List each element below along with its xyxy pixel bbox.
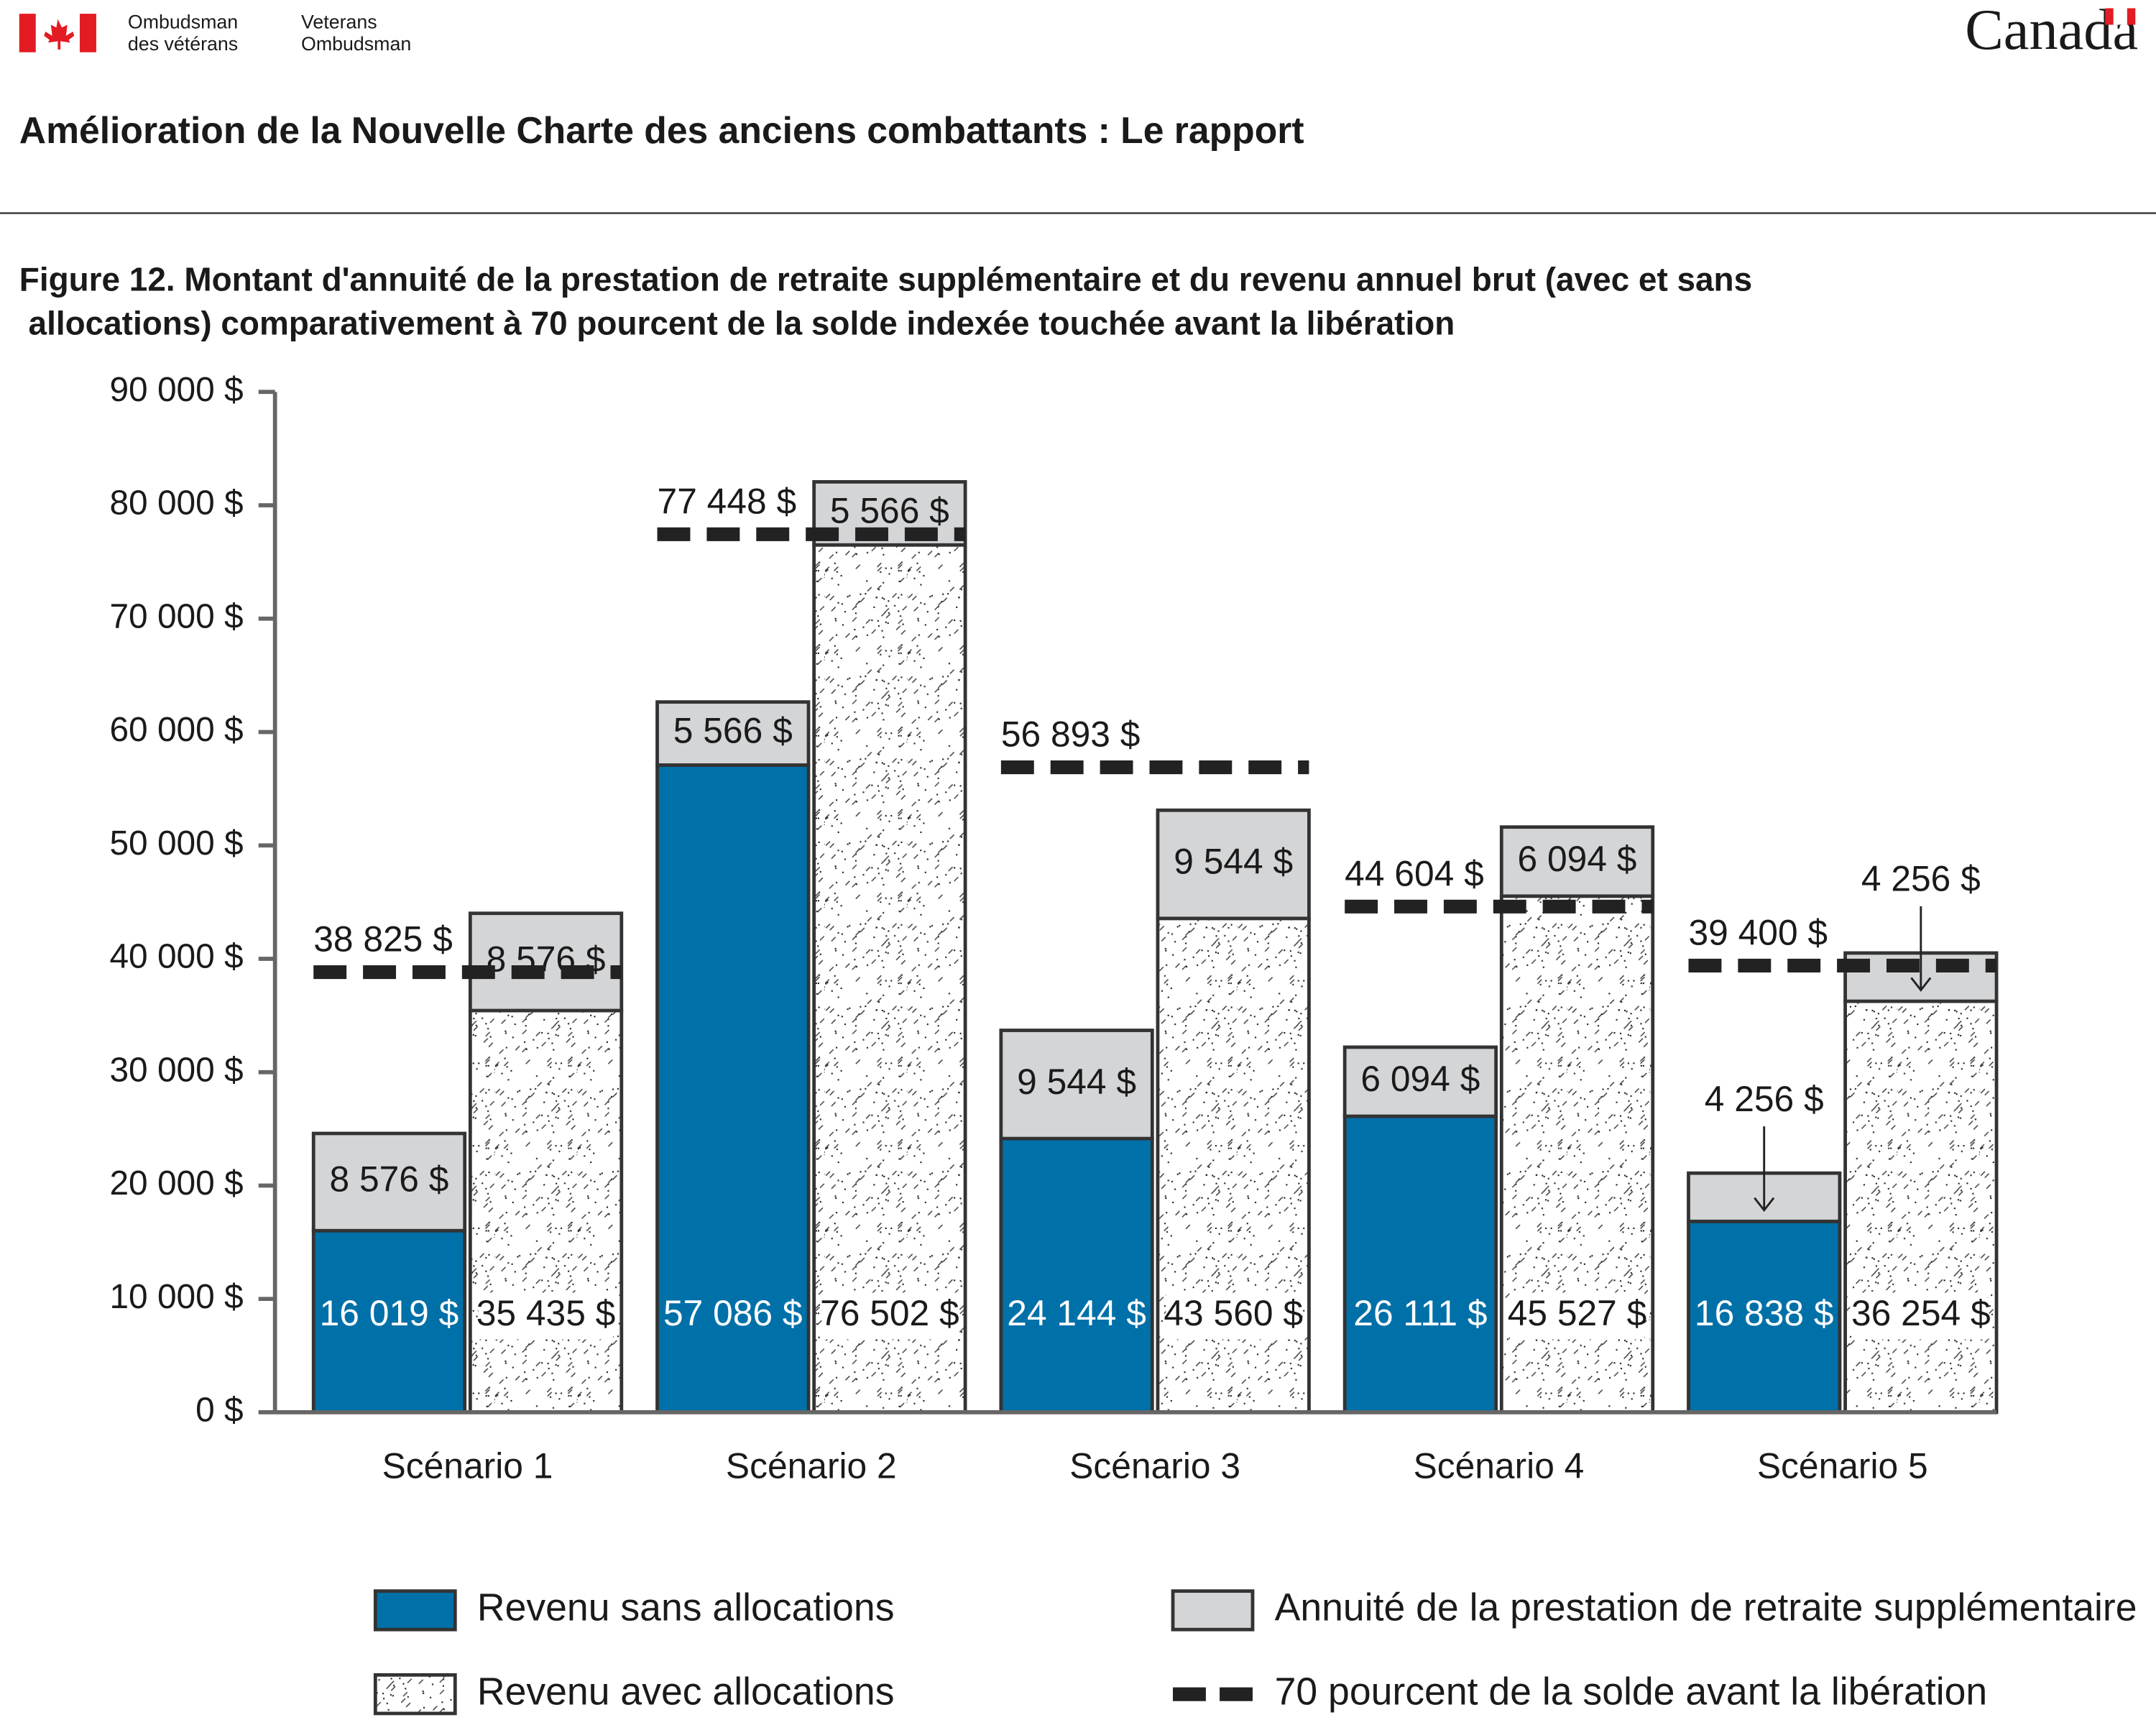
y-tick-label: 10 000 $ xyxy=(109,1278,243,1316)
y-tick-label: 30 000 $ xyxy=(109,1051,243,1089)
legend-label: Revenu sans allocations xyxy=(477,1587,895,1629)
bar-segment xyxy=(1499,825,1655,898)
bar-segment xyxy=(1156,808,1311,921)
bar-segment xyxy=(1687,1219,1842,1414)
wordmark-flag-white xyxy=(2113,8,2127,25)
bar-segment xyxy=(812,543,967,1414)
legend-label: Annuité de la prestation de retraite sup… xyxy=(1275,1587,2137,1629)
threshold-label: 77 448 $ xyxy=(658,481,797,521)
flag-bar xyxy=(79,14,96,52)
y-tick-label: 0 $ xyxy=(195,1392,244,1430)
bar-segment xyxy=(999,1136,1154,1414)
y-tick-label: 50 000 $ xyxy=(109,824,243,862)
data-label: 57 086 $ xyxy=(663,1293,803,1333)
y-tick-label: 80 000 $ xyxy=(109,484,243,523)
data-label: 76 502 $ xyxy=(820,1293,959,1333)
callout-arrowhead xyxy=(1910,977,1932,992)
org-fr: des vétérans xyxy=(128,33,238,55)
label-bg xyxy=(478,1292,614,1340)
data-label: 4 256 $ xyxy=(1861,859,1981,899)
bar-segment xyxy=(1843,999,1999,1414)
data-label: 45 527 $ xyxy=(1508,1293,1647,1333)
y-tick-label: 60 000 $ xyxy=(109,711,243,749)
bar-segment xyxy=(311,1228,467,1414)
data-label: 16 838 $ xyxy=(1695,1293,1834,1333)
page-title: Amélioration de la Nouvelle Charte des a… xyxy=(19,109,1304,151)
data-label: 6 094 $ xyxy=(1518,839,1637,879)
flag-bar xyxy=(19,14,36,52)
maple-leaf xyxy=(44,19,75,50)
bar-segment xyxy=(468,1008,624,1414)
data-label: 35 435 $ xyxy=(476,1293,616,1333)
bar-segment xyxy=(311,1131,467,1233)
data-label: 4 256 $ xyxy=(1705,1079,1824,1119)
data-label: 9 544 $ xyxy=(1017,1062,1136,1102)
data-label: 24 144 $ xyxy=(1007,1293,1146,1333)
bar-segment xyxy=(1342,1045,1498,1118)
data-label: 9 544 $ xyxy=(1174,842,1293,882)
data-label: 6 094 $ xyxy=(1360,1059,1480,1099)
data-label: 8 576 $ xyxy=(329,1159,448,1200)
chart-title: allocations) comparativement à 70 pource… xyxy=(19,305,1455,342)
threshold-label: 38 825 $ xyxy=(313,919,453,960)
y-tick-label: 90 000 $ xyxy=(109,371,243,409)
y-tick-label: 70 000 $ xyxy=(109,597,243,635)
x-tick-label: Scénario 1 xyxy=(382,1446,553,1486)
threshold-label: 44 604 $ xyxy=(1345,853,1484,893)
org-en: Veterans xyxy=(301,12,377,33)
x-tick-label: Scénario 3 xyxy=(1069,1446,1240,1486)
bar-segment xyxy=(468,911,624,1013)
y-tick-label: 20 000 $ xyxy=(109,1164,243,1202)
callout-arrowhead xyxy=(1754,1197,1775,1213)
flag xyxy=(19,14,96,52)
threshold-label: 56 893 $ xyxy=(1001,714,1141,755)
bar-segment xyxy=(655,763,811,1414)
bar-segment xyxy=(812,480,967,547)
legend-swatch xyxy=(1171,1589,1255,1632)
bar-segment xyxy=(999,1029,1154,1141)
data-label: 43 560 $ xyxy=(1164,1293,1303,1333)
data-label: 16 019 $ xyxy=(320,1293,459,1333)
threshold-label: 39 400 $ xyxy=(1688,912,1828,952)
x-tick-label: Scénario 2 xyxy=(726,1446,897,1486)
legend-swatch xyxy=(373,1589,457,1632)
bar-segment xyxy=(1342,1114,1498,1414)
label-bg xyxy=(1166,1292,1301,1340)
org-en: Ombudsman xyxy=(301,33,411,55)
label-bg xyxy=(822,1292,957,1340)
chart-title: Figure 12. Montant d'annuité de la prest… xyxy=(19,260,1752,298)
data-label: 5 566 $ xyxy=(830,490,949,530)
bar-segment xyxy=(655,700,811,767)
data-label: 5 566 $ xyxy=(673,711,793,751)
legend-label: 70 pourcent de la solde avant la libérat… xyxy=(1275,1670,1988,1713)
y-tick-label: 40 000 $ xyxy=(109,938,243,976)
legend-swatch xyxy=(373,1673,457,1716)
label-bg xyxy=(1509,1292,1645,1340)
data-label: 36 254 $ xyxy=(1851,1293,1991,1333)
legend-label: Revenu avec allocations xyxy=(477,1670,895,1713)
x-tick-label: Scénario 5 xyxy=(1757,1446,1928,1486)
label-bg xyxy=(1853,1292,1989,1340)
data-label: 26 111 $ xyxy=(1353,1293,1487,1333)
org-fr: Ombudsman xyxy=(128,12,238,33)
x-tick-label: Scénario 4 xyxy=(1414,1446,1585,1486)
